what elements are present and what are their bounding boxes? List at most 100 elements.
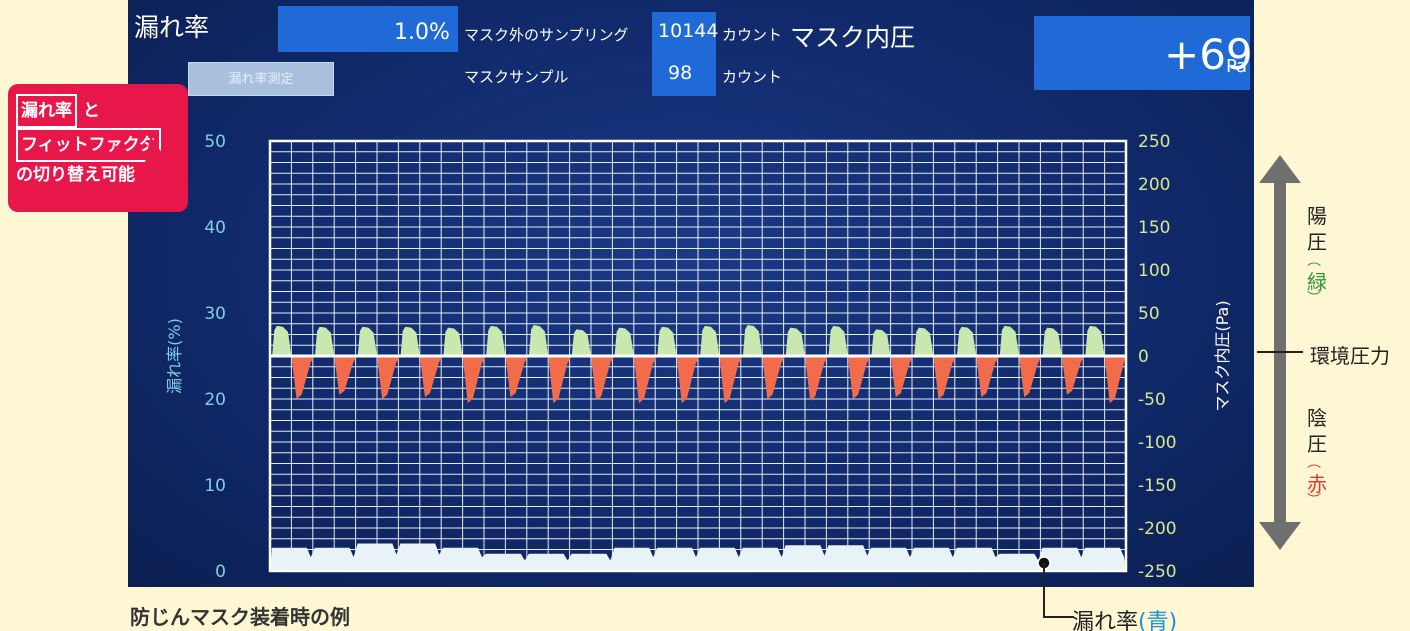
pressure-positive-area	[871, 329, 891, 356]
pressure-positive-area	[999, 325, 1019, 356]
pressure-negative-area	[548, 356, 572, 404]
right-axis-tick: -50	[1138, 390, 1166, 410]
pressure-positive-area	[443, 327, 463, 356]
pressure-positive-area	[1042, 327, 1062, 356]
toggle-callout: 漏れ率 と フィットファクタ の切り替え可能	[8, 84, 188, 212]
mask-count-unit: カウント	[722, 68, 783, 86]
left-axis-tick: 30	[204, 304, 226, 324]
pressure-positive-area	[785, 327, 805, 356]
pressure-positive-area	[828, 325, 848, 356]
leak-rate-value: 1.0%	[394, 20, 450, 45]
leak-rate-trace	[270, 543, 1126, 571]
right-axis-tick: -200	[1138, 519, 1177, 539]
pressure-positive-area	[272, 325, 292, 356]
left-axis-tick: 20	[204, 390, 226, 410]
positive-char-1: 陽	[1307, 204, 1327, 228]
pressure-negative-area	[676, 356, 701, 404]
mask-count: 98	[668, 62, 693, 84]
right-axis-tick: 100	[1138, 261, 1170, 281]
pressure-negative-area	[291, 356, 315, 399]
callout-tail-text: の切り替え可能	[16, 165, 135, 185]
right-axis-tick: -150	[1138, 476, 1177, 496]
chart-frame	[268, 139, 1128, 573]
pressure-positive-area	[357, 326, 377, 356]
left-axis-tick: 50	[204, 132, 226, 152]
right-axis-tick: 200	[1138, 175, 1170, 195]
left-axis-label: 漏れ率(%)	[165, 318, 184, 394]
pressure-positive-area	[528, 325, 549, 356]
mask-sample-label: マスクサンプル	[464, 68, 569, 86]
right-axis-tick: -100	[1138, 433, 1177, 453]
positive-paren-close: ︶	[1307, 291, 1321, 307]
outside-count: 10144	[658, 20, 719, 42]
pressure-value-box	[1034, 16, 1250, 90]
pressure-unit: Pa	[1226, 56, 1248, 77]
right-axis-tick: 0	[1138, 347, 1149, 367]
outside-count-unit: カウント	[722, 26, 783, 44]
pressure-negative-area	[762, 356, 786, 399]
negative-paren-open: ︵	[1307, 455, 1321, 471]
pressure-negative-area	[419, 356, 444, 398]
positive-paren-open: ︵	[1307, 253, 1321, 269]
pressure-negative-area	[847, 356, 872, 399]
pressure-positive-area	[314, 326, 335, 356]
pressure-positive-area	[614, 327, 634, 356]
negative-char-1: 陰	[1307, 406, 1327, 430]
leak-blue-color-word: 青	[1146, 610, 1169, 631]
pressure-negative-area	[1019, 356, 1043, 398]
left-axis-tick: 10	[204, 476, 226, 496]
pressure-negative-area	[462, 356, 487, 404]
right-axis-tick: 150	[1138, 218, 1170, 238]
right-axis-tick: -250	[1138, 562, 1177, 582]
leak-measure-button[interactable]: 漏れ率測定	[188, 62, 334, 96]
callout-term-fit: フィットファクタ	[16, 128, 161, 162]
pressure-positive-area	[571, 329, 591, 356]
negative-char-2: 圧	[1307, 432, 1327, 456]
pressure-negative-area	[933, 356, 957, 399]
callout-term-leak: 漏れ率	[16, 94, 77, 128]
pressure-negative-area	[591, 356, 615, 401]
positive-char-2: 圧	[1307, 230, 1327, 254]
pressure-positive-area	[1085, 325, 1105, 356]
leak-blue-text: 漏れ率	[1072, 610, 1139, 631]
pressure-positive-area	[914, 327, 934, 356]
pressure-negative-area	[805, 356, 829, 401]
pressure-positive-area	[400, 326, 420, 356]
right-axis-label: マスク内圧(Pa)	[1213, 300, 1232, 411]
mask-pressure-title: マスク内圧	[790, 23, 916, 52]
pressure-positive-area	[700, 325, 720, 356]
pressure-positive-area	[956, 326, 977, 356]
leak-rate-value-box	[278, 6, 458, 52]
outside-sampling-label: マスク外のサンプリング	[464, 26, 629, 44]
positive-color-word: 緑	[1307, 270, 1327, 294]
leak-blue-label: 漏れ率(青)	[1072, 604, 1177, 631]
count-box	[652, 12, 716, 96]
left-axis-tick: 40	[204, 218, 226, 238]
pressure-negative-area	[377, 356, 401, 399]
pressure-direction-arrow	[1257, 155, 1303, 550]
pressure-positive-area	[742, 325, 763, 356]
callout-joiner: と	[82, 101, 100, 121]
pressure-negative-area	[334, 356, 358, 395]
left-axis-tick: 0	[215, 562, 226, 582]
pressure-negative-area	[1104, 356, 1126, 404]
negative-color-word: 赤	[1307, 472, 1327, 496]
pressure-negative-area	[890, 356, 915, 398]
pressure-negative-area	[633, 356, 658, 404]
leak-pointer-line	[1037, 556, 1074, 618]
leak-rate-title: 漏れ率	[134, 13, 210, 42]
pressure-negative-area	[719, 356, 743, 404]
negative-paren-close: ︶	[1307, 493, 1321, 509]
pressure-negative-area	[976, 356, 1000, 398]
pressure-chart: 50403020100250200150100500-50-100-150-20…	[165, 132, 1232, 582]
device-screen: 50 40 30 20 10 0 250 200 150 100 50 0 -50 -100 -150 -20…	[128, 0, 1254, 587]
pressure-value: +69	[1164, 30, 1253, 79]
pressure-positive-area	[657, 326, 677, 356]
ambient-pressure-label: 環境圧力	[1310, 344, 1390, 368]
pressure-negative-area	[1061, 356, 1086, 395]
pressure-positive-area	[486, 325, 506, 356]
right-axis-tick: 50	[1138, 304, 1160, 324]
pressure-negative-area	[505, 356, 529, 398]
right-axis-tick: 250	[1138, 132, 1170, 152]
figure-caption: 防じんマスク装着時の例	[130, 605, 350, 629]
